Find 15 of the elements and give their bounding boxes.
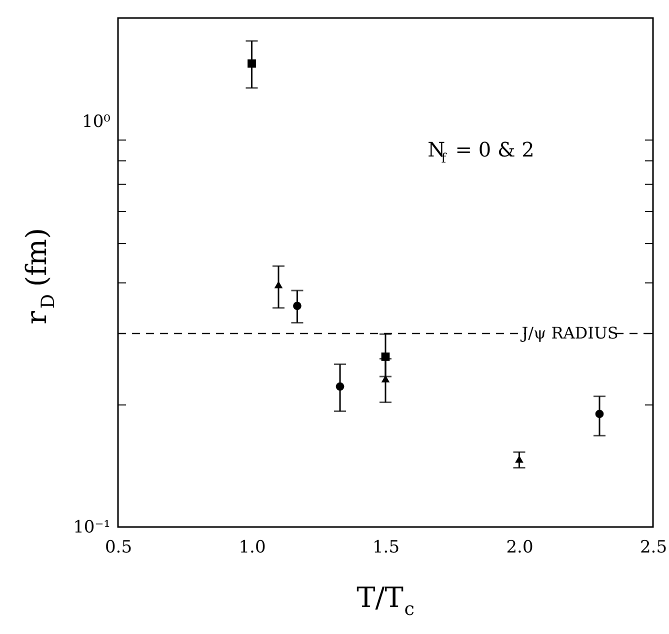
y-tick-label: 10⁰: [82, 112, 111, 132]
x-tick-label: 2.5: [640, 538, 668, 558]
ref-line-label: J/ψ RADIUS: [520, 324, 618, 343]
point: [274, 281, 283, 288]
x-tick-label: 1.0: [238, 538, 266, 558]
y-axis-title: rD (fm): [20, 228, 60, 324]
x-tick-label: 1.5: [372, 538, 400, 558]
point: [293, 302, 302, 310]
point: [515, 456, 524, 463]
y-tick-label: 10⁻¹: [73, 518, 110, 538]
point: [595, 410, 604, 418]
x-tick-label: 2.0: [506, 538, 534, 558]
point: [381, 375, 390, 382]
x-tick-label: 0.5: [104, 538, 132, 558]
point: [336, 382, 344, 391]
